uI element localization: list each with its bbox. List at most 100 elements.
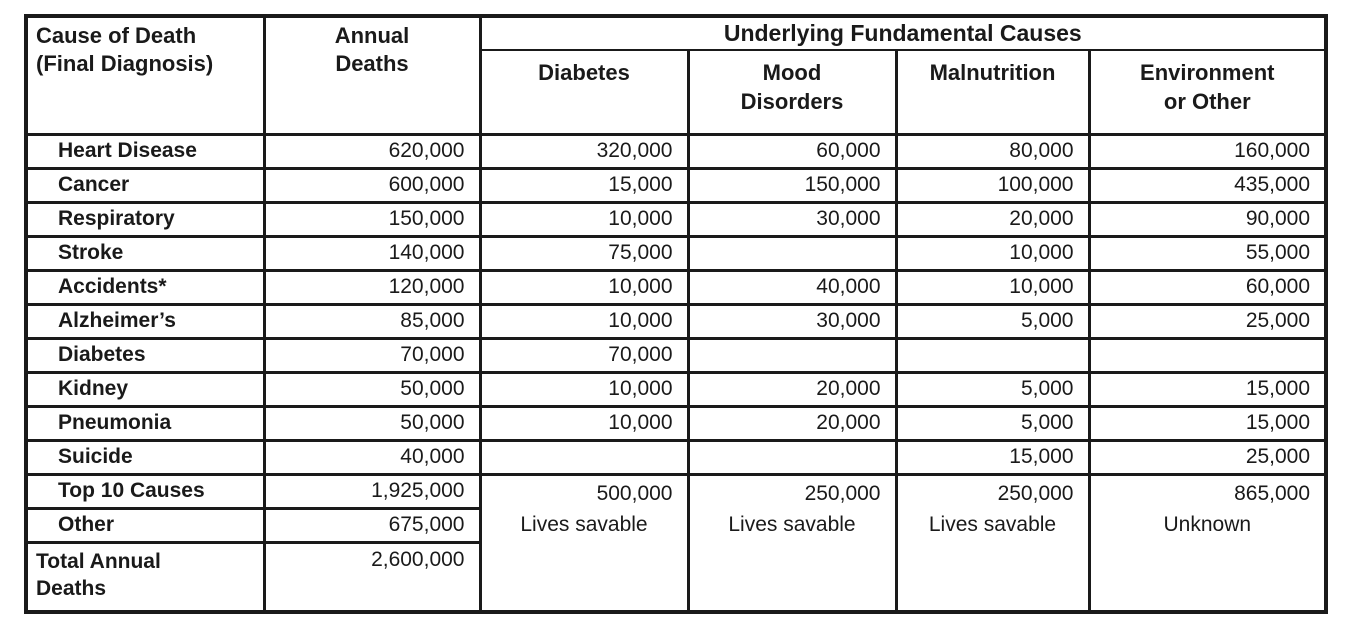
table-row-stroke: Stroke 140,000 75,000 10,000 55,000 (24, 234, 1328, 272)
mood-disorders-cell (686, 438, 898, 476)
annual-deaths-cell: 2,600,000 (262, 540, 482, 614)
row-label: Pneumonia (24, 404, 266, 442)
mood-disorders-cell: 60,000 (686, 132, 898, 170)
environment-total-cell: 865,000 Unknown (1087, 472, 1328, 614)
environment-cell: 435,000 (1087, 166, 1328, 204)
annual-deaths-cell: 1,925,000 (262, 472, 482, 510)
diabetes-cell: 15,000 (478, 166, 690, 204)
annual-deaths-cell: 50,000 (262, 404, 482, 442)
row-label: Kidney (24, 370, 266, 408)
annual-deaths-cell: 675,000 (262, 506, 482, 544)
environment-cell: 15,000 (1087, 370, 1328, 408)
header-annual-deaths: Annual Deaths (262, 14, 482, 136)
diabetes-cell (478, 438, 690, 476)
annual-deaths-cell: 120,000 (262, 268, 482, 306)
table-row-pneumonia: Pneumonia 50,000 10,000 20,000 5,000 15,… (24, 404, 1328, 442)
header-diabetes: Diabetes (478, 49, 690, 136)
diabetes-cell: 75,000 (478, 234, 690, 272)
diabetes-total-cell: 500,000 Lives savable (478, 472, 690, 614)
malnutrition-cell: 10,000 (894, 234, 1091, 272)
header-underlying-fundamental-causes: Underlying Fundamental Causes (478, 14, 1328, 51)
diabetes-total-value: 500,000 (596, 481, 673, 505)
row-label: Suicide (24, 438, 266, 476)
malnutrition-total-cell: 250,000 Lives savable (894, 472, 1091, 614)
row-label: Diabetes (24, 336, 266, 374)
annual-deaths-cell: 150,000 (262, 200, 482, 238)
row-label: Respiratory (24, 200, 266, 238)
diabetes-cell: 10,000 (478, 200, 690, 238)
annual-deaths-cell: 600,000 (262, 166, 482, 204)
environment-cell: 160,000 (1087, 132, 1328, 170)
mood-disorders-cell (686, 234, 898, 272)
malnutrition-cell: 80,000 (894, 132, 1091, 170)
annual-deaths-cell: 620,000 (262, 132, 482, 170)
environment-cell: 55,000 (1087, 234, 1328, 272)
table-row-respiratory: Respiratory 150,000 10,000 30,000 20,000… (24, 200, 1328, 238)
table-row-alzheimers: Alzheimer’s 85,000 10,000 30,000 5,000 2… (24, 302, 1328, 340)
mood-disorders-cell: 30,000 (686, 302, 898, 340)
mood-disorders-cell: 150,000 (686, 166, 898, 204)
row-label: Cancer (24, 166, 266, 204)
table-row-heart-disease: Heart Disease 620,000 320,000 60,000 80,… (24, 132, 1328, 170)
row-label: Top 10 Causes (24, 472, 266, 510)
mood-disorders-total-note: Lives savable (728, 512, 856, 536)
malnutrition-cell (894, 336, 1091, 374)
malnutrition-cell: 100,000 (894, 166, 1091, 204)
diabetes-cell: 10,000 (478, 302, 690, 340)
malnutrition-cell: 10,000 (894, 268, 1091, 306)
row-label: Heart Disease (24, 132, 266, 170)
header-environment-or-other: Environment or Other (1087, 49, 1328, 136)
diabetes-cell: 10,000 (478, 404, 690, 442)
diabetes-cell: 320,000 (478, 132, 690, 170)
malnutrition-total-value: 250,000 (997, 481, 1074, 505)
annual-deaths-cell: 70,000 (262, 336, 482, 374)
mood-disorders-total-value: 250,000 (804, 481, 881, 505)
mood-disorders-cell: 20,000 (686, 404, 898, 442)
malnutrition-total-note: Lives savable (928, 512, 1057, 536)
mood-disorders-total-cell: 250,000 Lives savable (686, 472, 898, 614)
row-label: Accidents* (24, 268, 266, 306)
environment-cell: 25,000 (1087, 302, 1328, 340)
environment-total-value: 865,000 (1234, 481, 1311, 505)
annual-deaths-cell: 140,000 (262, 234, 482, 272)
row-label: Other (24, 506, 266, 544)
malnutrition-cell: 5,000 (894, 404, 1091, 442)
mood-disorders-cell: 40,000 (686, 268, 898, 306)
mood-disorders-cell: 20,000 (686, 370, 898, 408)
table-row-top10-causes: Top 10 Causes 1,925,000 500,000 Lives sa… (24, 472, 1328, 614)
table-row-suicide: Suicide 40,000 15,000 25,000 (24, 438, 1328, 476)
annual-deaths-cell: 50,000 (262, 370, 482, 408)
malnutrition-cell: 5,000 (894, 370, 1091, 408)
row-label: Total Annual Deaths (24, 540, 266, 614)
header-cause-of-death: Cause of Death (Final Diagnosis) (24, 14, 266, 136)
row-label: Alzheimer’s (24, 302, 266, 340)
environment-total-note: Unknown (1163, 512, 1252, 536)
row-label: Stroke (24, 234, 266, 272)
table-row-other: Other 675,000 (24, 506, 1326, 544)
malnutrition-cell: 5,000 (894, 302, 1091, 340)
table-row-cancer: Cancer 600,000 15,000 150,000 100,000 43… (24, 166, 1328, 204)
diabetes-cell: 10,000 (478, 370, 690, 408)
environment-cell (1087, 336, 1328, 374)
mood-disorders-cell (686, 336, 898, 374)
environment-cell: 90,000 (1087, 200, 1328, 238)
causes-of-death-table: Cause of Death (Final Diagnosis) Annual … (24, 14, 1329, 614)
malnutrition-cell: 15,000 (894, 438, 1091, 476)
table-row-total-annual-deaths: Total Annual Deaths 2,600,000 (24, 540, 1326, 614)
table-row-kidney: Kidney 50,000 10,000 20,000 5,000 15,000 (24, 370, 1328, 408)
header-malnutrition: Malnutrition (894, 49, 1091, 136)
annual-deaths-cell: 40,000 (262, 438, 482, 476)
table-row-accidents: Accidents* 120,000 10,000 40,000 10,000 … (24, 268, 1328, 306)
malnutrition-cell: 20,000 (894, 200, 1091, 238)
diabetes-cell: 10,000 (478, 268, 690, 306)
mood-disorders-cell: 30,000 (686, 200, 898, 238)
header-mood-disorders: Mood Disorders (686, 49, 898, 136)
environment-cell: 60,000 (1087, 268, 1328, 306)
annual-deaths-cell: 85,000 (262, 302, 482, 340)
diabetes-cell: 70,000 (478, 336, 690, 374)
environment-cell: 25,000 (1087, 438, 1328, 476)
table-row-diabetes: Diabetes 70,000 70,000 (24, 336, 1328, 374)
diabetes-total-note: Lives savable (520, 512, 648, 536)
environment-cell: 15,000 (1087, 404, 1328, 442)
